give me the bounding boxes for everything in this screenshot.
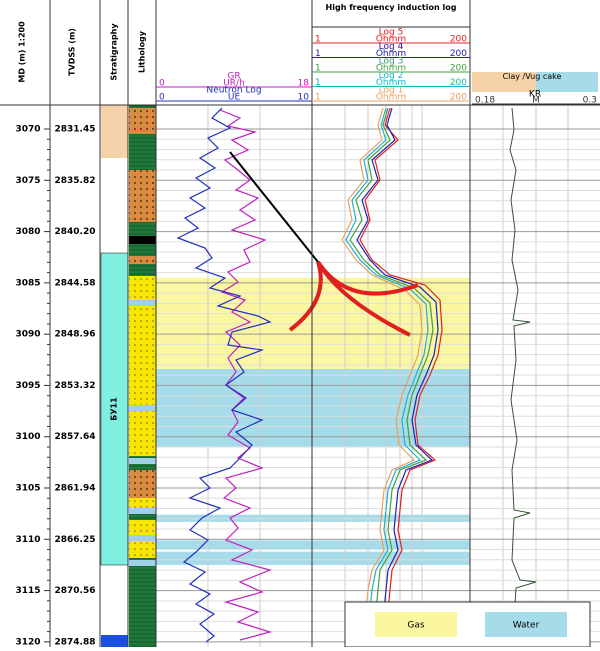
fluid-zone [156, 551, 470, 565]
scale-unit: Ohmm [376, 35, 406, 45]
scale-min: 0 [159, 93, 165, 103]
strat-unit: БУ11 [110, 397, 119, 421]
zones [156, 277, 470, 565]
tvdss-tick-label: 2848.96 [55, 330, 96, 340]
legend-label: Water [513, 621, 540, 631]
log5-curve [359, 107, 443, 643]
md-tick-label: 3090 [15, 330, 40, 340]
scale-min: 1 [315, 49, 321, 59]
fluid-zone [156, 277, 470, 370]
scale-max: 10 [298, 93, 310, 103]
scale-unit: M [532, 96, 540, 106]
curve-name: Log 5 [379, 28, 404, 38]
tvdss-tick-label: 2861.94 [55, 484, 96, 494]
gr-curve [219, 109, 273, 641]
scale-unit: Ohmm [376, 49, 406, 59]
curve-name: GR [227, 72, 240, 82]
tvdss-tick-label: 2870.56 [55, 586, 96, 596]
clay-swatch [536, 72, 598, 92]
tvdss-title: TVDSS (m) [68, 28, 77, 76]
legend: Gas Water [375, 612, 567, 637]
scale-max: 18 [298, 79, 310, 89]
md-tick-label: 3110 [15, 535, 40, 545]
scale-min: 1 [315, 64, 321, 74]
grid [156, 105, 600, 647]
curves [176, 107, 537, 643]
tvdss-tick-label: 2835.82 [55, 176, 96, 186]
induction-title-box: High frequency induction log [325, 3, 457, 12]
md-tick-label: 3115 [15, 586, 40, 596]
legend-label: Gas [407, 621, 424, 631]
clay-title: Clay /Vug cake [502, 72, 562, 81]
scale-max: 200 [450, 78, 467, 88]
log4-curve [356, 107, 439, 643]
log2-curve [345, 107, 429, 643]
tvdss-tick-label: 2844.58 [55, 278, 96, 288]
clay-header-bg [472, 72, 536, 92]
stratigraphy-column [100, 105, 129, 647]
curve-name: Log 1 [379, 86, 404, 96]
curve-name: Log 3 [379, 57, 404, 67]
md-tick-label: 3080 [15, 227, 40, 237]
scale-unit: UR/h [223, 79, 245, 89]
scale-min: 1 [315, 35, 321, 45]
md-tick-label: 3070 [15, 125, 40, 135]
scale-max: 0.3 [583, 96, 597, 106]
tvdss-tick-label: 2840.20 [55, 227, 96, 237]
tvdss-tick-label: 2866.25 [55, 535, 96, 545]
neutron-curve [176, 107, 272, 643]
litho-title: Lithology [138, 30, 147, 73]
lithology-column [129, 105, 156, 647]
scale-unit: Ohmm [376, 78, 406, 88]
scale-unit: UE [228, 93, 241, 103]
md-tick-label: 3120 [15, 637, 40, 647]
curve-name: Neutron Log [206, 86, 261, 96]
strat-title: Stratigraphy [110, 23, 119, 81]
curve-name: Log 4 [379, 42, 404, 52]
legend-swatch [375, 612, 457, 637]
scale-min: 0 [159, 79, 165, 89]
scale-max: 200 [450, 93, 467, 103]
scale-max: 200 [450, 49, 467, 59]
scale-max: 200 [450, 35, 467, 45]
scale-max: 200 [450, 64, 467, 74]
scale-unit: Ohmm [376, 93, 406, 103]
md-tick-label: 3075 [15, 176, 40, 186]
legend-swatch [485, 612, 567, 637]
md-title: MD (m) 1:200 [18, 21, 27, 83]
clay-title-box: Clay /Vug cake [502, 72, 562, 81]
fluid-zone [156, 514, 470, 522]
tvdss-tick-label: 2874.88 [55, 637, 96, 647]
md-tick-label: 3085 [15, 278, 40, 288]
scale-min: 1 [315, 78, 321, 88]
md-tick-label: 3105 [15, 484, 40, 494]
log3-curve [349, 107, 434, 643]
md-tick-label: 3095 [15, 381, 40, 391]
scale-min: 1 [315, 93, 321, 103]
depth-ticks: 3070 2831.45 3075 2835.82 3080 2840.20 3085 284… [15, 125, 96, 648]
scale-name: KR [529, 90, 541, 100]
induction-title: High frequency induction log [325, 3, 457, 12]
scale-min: 0.18 [475, 96, 495, 106]
md-tick-label: 3100 [15, 432, 40, 442]
clay-curve [509, 107, 537, 643]
log1-curve [341, 107, 423, 643]
tvdss-tick-label: 2857.64 [55, 432, 96, 442]
fluid-zone [156, 540, 470, 550]
tvdss-tick-label: 2831.45 [55, 125, 96, 135]
annotation [229, 151, 419, 337]
track-scales: GR 0 UR/h 18 Neutron Log 0 UE 10 Log 5 1 Ohmm 200 Lo… [156, 28, 600, 106]
scale-unit: Ohmm [376, 64, 406, 74]
curve-name: Log 2 [379, 71, 404, 81]
tvdss-tick-label: 2853.32 [55, 381, 96, 391]
